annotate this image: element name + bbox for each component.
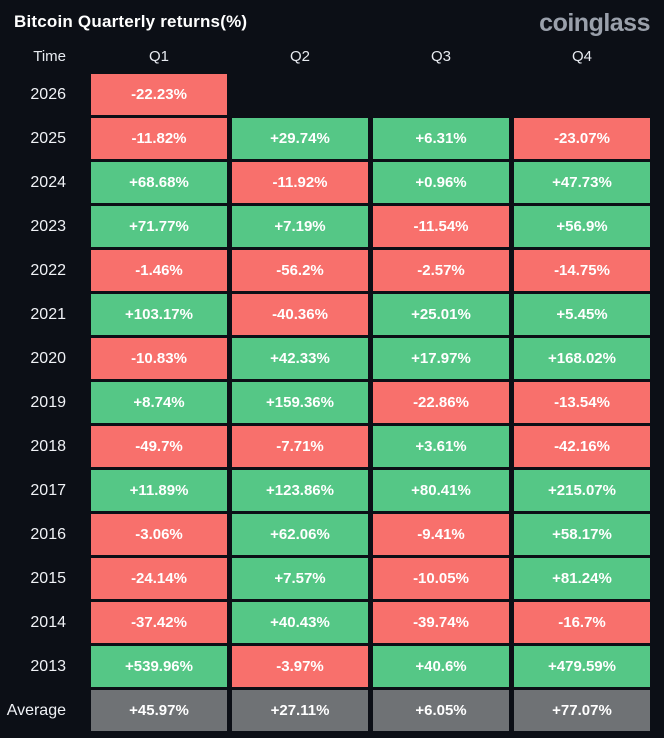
row-label-2025: 2025 <box>30 129 66 147</box>
return-cell: -3.97% <box>232 646 368 687</box>
return-cell: +80.41% <box>373 470 509 511</box>
return-cell: -49.7% <box>91 426 227 467</box>
column-header-q1: Q1 <box>148 47 169 65</box>
row-label-2024: 2024 <box>30 173 66 191</box>
column-header-q3: Q3 <box>430 47 451 65</box>
return-cell: +58.17% <box>514 514 650 555</box>
return-cell: -7.71% <box>232 426 368 467</box>
returns-table: Time Q1 Q2 Q3 Q4 2026 -22.23% 2025 -11.82% +29.74… <box>0 41 664 733</box>
return-cell: +159.36% <box>232 382 368 423</box>
return-cell: +68.68% <box>91 162 227 203</box>
return-cell: -11.54% <box>373 206 509 247</box>
coinglass-logo[interactable]: coinglass <box>539 9 650 37</box>
return-cell: +40.6% <box>373 646 509 687</box>
return-cell: -16.7% <box>514 602 650 643</box>
empty-cell <box>373 74 509 115</box>
column-header-q4: Q4 <box>571 47 592 65</box>
return-cell: -11.82% <box>91 118 227 159</box>
return-cell: -1.46% <box>91 250 227 291</box>
return-cell: -14.75% <box>514 250 650 291</box>
row-label-2017: 2017 <box>30 481 66 499</box>
return-cell: +168.02% <box>514 338 650 379</box>
return-cell: +17.97% <box>373 338 509 379</box>
row-label-2016: 2016 <box>30 525 66 543</box>
return-cell: +40.43% <box>232 602 368 643</box>
return-cell: +27.11% <box>232 690 368 731</box>
return-cell: +0.96% <box>373 162 509 203</box>
column-header-time: Time <box>33 47 66 65</box>
row-label-2022: 2022 <box>30 261 66 279</box>
return-cell: +7.19% <box>232 206 368 247</box>
column-header-q2: Q2 <box>289 47 310 65</box>
return-cell: +8.74% <box>91 382 227 423</box>
return-cell: +62.06% <box>232 514 368 555</box>
return-cell: +6.05% <box>373 690 509 731</box>
return-cell: +539.96% <box>91 646 227 687</box>
return-cell: -22.23% <box>91 74 227 115</box>
row-label-2019: 2019 <box>30 393 66 411</box>
row-label-2013: 2013 <box>30 657 66 675</box>
return-cell: +5.45% <box>514 294 650 335</box>
return-cell: +479.59% <box>514 646 650 687</box>
return-cell: -40.36% <box>232 294 368 335</box>
row-label-2015: 2015 <box>30 569 66 587</box>
return-cell: -11.92% <box>232 162 368 203</box>
row-label-average: Average <box>6 701 66 719</box>
row-label-2021: 2021 <box>30 305 66 323</box>
return-cell: -56.2% <box>232 250 368 291</box>
row-label-2020: 2020 <box>30 349 66 367</box>
row-label-2014: 2014 <box>30 613 66 631</box>
return-cell: -3.06% <box>91 514 227 555</box>
page-title: Bitcoin Quarterly returns(%) <box>14 12 248 31</box>
return-cell: +71.77% <box>91 206 227 247</box>
return-cell: -13.54% <box>514 382 650 423</box>
return-cell: -10.83% <box>91 338 227 379</box>
row-label-2018: 2018 <box>30 437 66 455</box>
return-cell: +103.17% <box>91 294 227 335</box>
return-cell: +6.31% <box>373 118 509 159</box>
return-cell: -2.57% <box>373 250 509 291</box>
row-label-2023: 2023 <box>30 217 66 235</box>
return-cell: +47.73% <box>514 162 650 203</box>
return-cell: +7.57% <box>232 558 368 599</box>
row-label-2026: 2026 <box>30 85 66 103</box>
return-cell: -23.07% <box>514 118 650 159</box>
return-cell: +42.33% <box>232 338 368 379</box>
return-cell: -39.74% <box>373 602 509 643</box>
return-cell: +45.97% <box>91 690 227 731</box>
empty-cell <box>232 74 368 115</box>
return-cell: +25.01% <box>373 294 509 335</box>
empty-cell <box>514 74 650 115</box>
return-cell: +3.61% <box>373 426 509 467</box>
return-cell: +11.89% <box>91 470 227 511</box>
return-cell: +123.86% <box>232 470 368 511</box>
title-bar: Bitcoin Quarterly returns(%) coinglass <box>0 0 664 37</box>
return-cell: +56.9% <box>514 206 650 247</box>
return-cell: -37.42% <box>91 602 227 643</box>
return-cell: +215.07% <box>514 470 650 511</box>
return-cell: +77.07% <box>514 690 650 731</box>
return-cell: -22.86% <box>373 382 509 423</box>
return-cell: -10.05% <box>373 558 509 599</box>
return-cell: -9.41% <box>373 514 509 555</box>
return-cell: +81.24% <box>514 558 650 599</box>
return-cell: -24.14% <box>91 558 227 599</box>
return-cell: -42.16% <box>514 426 650 467</box>
return-cell: +29.74% <box>232 118 368 159</box>
